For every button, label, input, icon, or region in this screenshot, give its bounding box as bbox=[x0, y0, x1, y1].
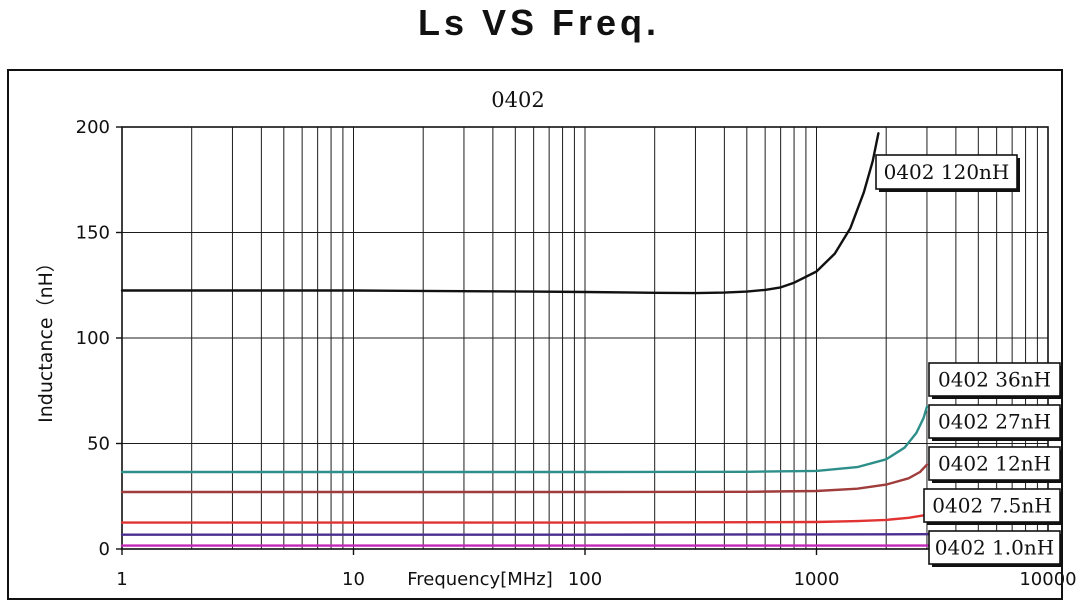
x-tick-labels: 1 10 100 1000 10000 bbox=[116, 569, 1076, 590]
svg-text:0402 27nH: 0402 27nH bbox=[938, 410, 1051, 434]
svg-text:10000: 10000 bbox=[1019, 569, 1076, 590]
series-line-0402-36nh bbox=[120, 405, 929, 474]
series-line-0402-120nh bbox=[120, 132, 880, 295]
svg-text:200: 200 bbox=[76, 117, 110, 138]
legend-box-0402-27nh: 0402 27nH bbox=[928, 404, 1063, 441]
series-line-0402-12nh bbox=[120, 513, 929, 524]
legend-box-0402-7-5nh: 0402 7.5nH bbox=[923, 488, 1063, 525]
svg-text:0402 36nH: 0402 36nH bbox=[938, 368, 1051, 392]
x-axis-label: Frequency[MHz] bbox=[407, 569, 553, 590]
chart-title: Ls VS Freq. bbox=[417, 2, 661, 43]
svg-text:0402 1.0nH: 0402 1.0nH bbox=[935, 536, 1054, 560]
svg-text:0402 120nH: 0402 120nH bbox=[884, 160, 1010, 184]
svg-text:50: 50 bbox=[87, 434, 110, 455]
svg-text:100: 100 bbox=[568, 569, 602, 590]
svg-text:0402 12nH: 0402 12nH bbox=[938, 452, 1051, 476]
legend-box-0402-120nh: 0402 120nH bbox=[875, 154, 1020, 192]
y-tick-labels: 0 50 100 150 200 bbox=[76, 117, 110, 560]
chart-frame bbox=[7, 69, 1063, 600]
chart-subtitle: 0402 bbox=[491, 88, 544, 112]
legend-box-0402-1-0nh: 0402 1.0nH bbox=[928, 530, 1063, 567]
svg-text:1: 1 bbox=[116, 569, 127, 590]
y-axis-label: Inductance（nH） bbox=[35, 253, 57, 423]
legend-box-0402-36nh: 0402 36nH bbox=[928, 362, 1063, 399]
series-line-0402-7-5nh bbox=[120, 532, 1050, 536]
svg-text:150: 150 bbox=[76, 223, 110, 244]
series-line-0402-27nh bbox=[120, 463, 929, 494]
legend-box-0402-12nh: 0402 12nH bbox=[928, 446, 1063, 483]
svg-text:0402 7.5nH: 0402 7.5nH bbox=[932, 494, 1051, 518]
svg-text:1000: 1000 bbox=[794, 569, 840, 590]
svg-text:0: 0 bbox=[99, 539, 110, 560]
svg-text:10: 10 bbox=[342, 569, 365, 590]
svg-text:100: 100 bbox=[76, 328, 110, 349]
